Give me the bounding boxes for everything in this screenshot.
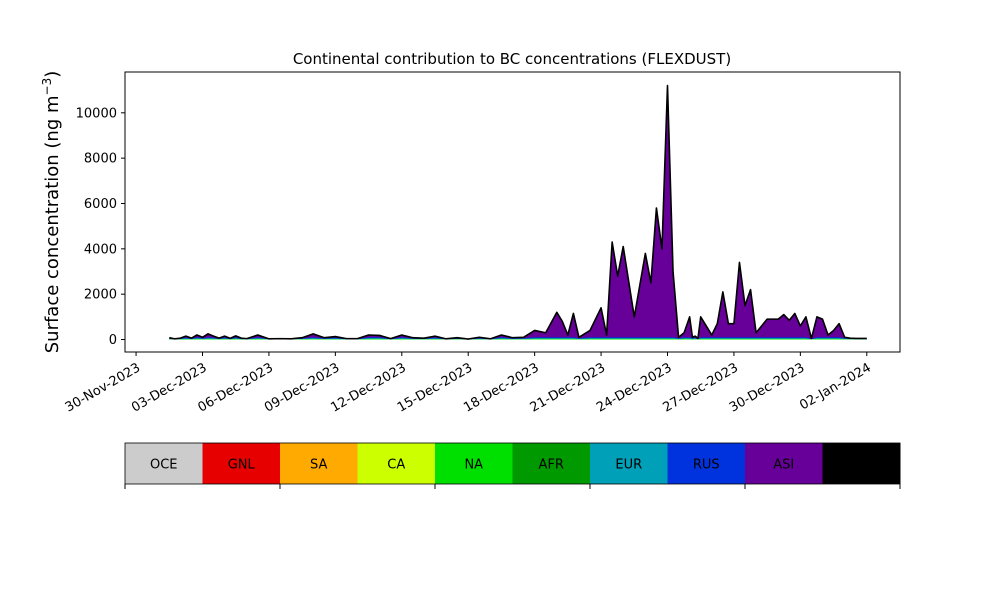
legend-label-na: NA [464, 458, 483, 473]
y-axis-label-superscript: −3 [40, 78, 54, 96]
legend-label-oce: OCE [150, 458, 178, 473]
y-tick-label: 4000 [84, 242, 117, 257]
chart-title: Continental contribution to BC concentra… [293, 50, 731, 68]
y-tick-label: 6000 [84, 197, 117, 212]
line-series-total [169, 84, 867, 340]
y-axis-label-main: Surface concentration (ng m [42, 95, 63, 353]
legend-swatch-rus [667, 443, 746, 484]
y-axis: 0 2000 4000 6000 8000 10000 [76, 106, 125, 348]
legend-label-aus: AUS [848, 458, 875, 473]
area-series-na [169, 338, 867, 340]
legend-label-rus: RUS [693, 458, 720, 473]
legend-label-afr: AFR [539, 458, 564, 473]
x-axis: 30-Nov-202303-Dec-202306-Dec-202309-Dec-… [63, 352, 874, 416]
y-axis-label-close: ) [42, 71, 63, 78]
legend-frame [124, 442, 901, 485]
legend-swatch-gnl [202, 443, 281, 484]
legend-swatch-oce [125, 443, 203, 484]
x-tick-label: 02-Jan-2024 [797, 360, 874, 413]
y-tick-label: 8000 [84, 152, 117, 167]
plot-area [169, 84, 867, 340]
y-axis-label: Surface concentration (ng m−3) [40, 71, 63, 354]
legend-swatch-ca [357, 443, 436, 484]
y-tick-label: 0 [109, 333, 117, 348]
legend-label-sa: SA [310, 458, 327, 473]
y-tick-label: 10000 [76, 106, 117, 121]
legend-label-eur: EUR [615, 458, 642, 473]
legend-label-asi: ASI [773, 458, 794, 473]
plot-frame [124, 71, 901, 353]
x-tick-label: 30-Dec-2023 [727, 360, 807, 415]
legend-swatch-eur [590, 443, 668, 484]
legend-label-gnl: GNL [228, 458, 256, 473]
legend-swatch-na [435, 443, 513, 484]
legend-swatch-aus [822, 443, 901, 484]
legend-swatch-asi [745, 443, 823, 484]
svg-text:Surface concentration (ng m−3): Surface concentration (ng m−3) [40, 71, 63, 354]
y-tick-label: 2000 [84, 288, 117, 303]
legend-colorbar: OCE GNL SA CA NA AFR EUR RUS ASI AUS [124, 442, 901, 489]
legend-swatch-sa [280, 443, 358, 484]
area-series-asi [169, 85, 867, 340]
legend-swatch-afr [512, 443, 591, 484]
legend-label-ca: CA [387, 458, 405, 473]
